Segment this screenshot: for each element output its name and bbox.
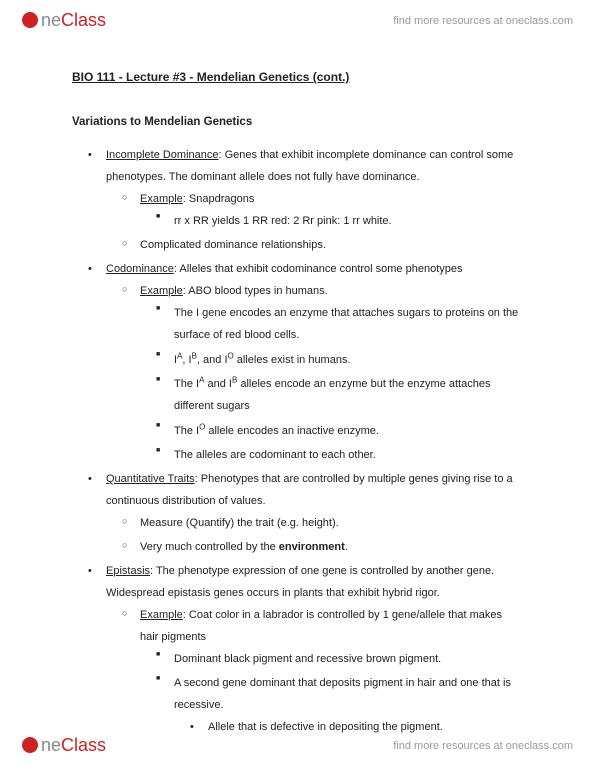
page-footer: ne Class find more resources at oneclass… xyxy=(0,729,595,770)
list-item: Dominant black pigment and recessive bro… xyxy=(140,648,523,670)
list-item: Incomplete Dominance: Genes that exhibit… xyxy=(72,144,523,256)
footer-resources-link[interactable]: find more resources at oneclass.com xyxy=(393,740,573,752)
brand-text-one: ne xyxy=(41,10,61,31)
text: The alleles are codominant to each other… xyxy=(174,449,376,461)
text: The IO allele encodes an inactive enzyme… xyxy=(174,425,379,437)
term: Epistasis xyxy=(106,565,150,577)
text: : Coat color in a labrador is controlled… xyxy=(140,609,502,643)
page-title: BIO 111 - Lecture #3 - Mendelian Genetic… xyxy=(72,65,523,89)
brand-circle-icon xyxy=(22,12,38,28)
text: Dominant black pigment and recessive bro… xyxy=(174,653,441,665)
sublist: rr x RR yields 1 RR red: 2 Rr pink: 1 rr… xyxy=(140,210,523,232)
page-header: ne Class find more resources at oneclass… xyxy=(0,0,595,37)
list-item: Example: ABO blood types in humans. The I… xyxy=(106,280,523,466)
text: Measure (Quantify) the trait (e.g. heigh… xyxy=(140,517,339,529)
list-item: Complicated dominance relationships. xyxy=(106,234,523,256)
section-heading: Variations to Mendelian Genetics xyxy=(72,111,523,134)
list-item: The IA and IB alleles encode an enzyme b… xyxy=(140,373,523,418)
text: : Alleles that exhibit codominance contr… xyxy=(174,263,463,275)
text: IA, IB, and IO alleles exist in humans. xyxy=(174,354,351,366)
outline-list: Incomplete Dominance: Genes that exhibit… xyxy=(72,144,523,738)
list-item: Epistasis: The phenotype expression of o… xyxy=(72,560,523,738)
header-resources-link[interactable]: find more resources at oneclass.com xyxy=(393,15,573,27)
example-label: Example xyxy=(140,609,183,621)
document-body: BIO 111 - Lecture #3 - Mendelian Genetic… xyxy=(0,37,595,738)
brand-text-class: Class xyxy=(61,735,106,756)
brand-logo-footer: ne Class xyxy=(22,735,106,756)
example-label: Example xyxy=(140,285,183,297)
example-label: Example xyxy=(140,193,183,205)
list-item: Very much controlled by the environment. xyxy=(106,536,523,558)
text: The IA and IB alleles encode an enzyme b… xyxy=(174,378,490,412)
list-item: Measure (Quantify) the trait (e.g. heigh… xyxy=(106,512,523,534)
list-item: Example: Snapdragons rr x RR yields 1 RR … xyxy=(106,188,523,232)
list-item: Codominance: Alleles that exhibit codomi… xyxy=(72,258,523,466)
sublist: The I gene encodes an enzyme that attach… xyxy=(140,302,523,466)
brand-text-one: ne xyxy=(41,735,61,756)
sublist: Measure (Quantify) the trait (e.g. heigh… xyxy=(106,512,523,558)
list-item: The alleles are codominant to each other… xyxy=(140,444,523,466)
list-item: IA, IB, and IO alleles exist in humans. xyxy=(140,348,523,371)
sublist: Example: Snapdragons rr x RR yields 1 RR … xyxy=(106,188,523,256)
list-item: Example: Coat color in a labrador is con… xyxy=(106,604,523,738)
text: A second gene dominant that deposits pig… xyxy=(174,677,511,711)
list-item: rr x RR yields 1 RR red: 2 Rr pink: 1 rr… xyxy=(140,210,523,232)
term: Codominance xyxy=(106,263,174,275)
text: : ABO blood types in humans. xyxy=(183,285,328,297)
list-item: Quantitative Traits: Phenotypes that are… xyxy=(72,468,523,558)
brand-circle-icon xyxy=(22,737,38,753)
term: Quantitative Traits xyxy=(106,473,195,485)
text: rr x RR yields 1 RR red: 2 Rr pink: 1 rr… xyxy=(174,215,392,227)
sublist: Dominant black pigment and recessive bro… xyxy=(140,648,523,738)
text: The I gene encodes an enzyme that attach… xyxy=(174,307,518,341)
text: : Snapdragons xyxy=(183,193,255,205)
brand-logo: ne Class xyxy=(22,10,106,31)
text: : The phenotype expression of one gene i… xyxy=(106,565,494,599)
sublist: Example: ABO blood types in humans. The I… xyxy=(106,280,523,466)
list-item: The IO allele encodes an inactive enzyme… xyxy=(140,419,523,442)
list-item: The I gene encodes an enzyme that attach… xyxy=(140,302,523,346)
text: Very much controlled by the environment. xyxy=(140,541,348,553)
brand-text-class: Class xyxy=(61,10,106,31)
text: Complicated dominance relationships. xyxy=(140,239,326,251)
sublist: Example: Coat color in a labrador is con… xyxy=(106,604,523,738)
term: Incomplete Dominance xyxy=(106,149,219,161)
